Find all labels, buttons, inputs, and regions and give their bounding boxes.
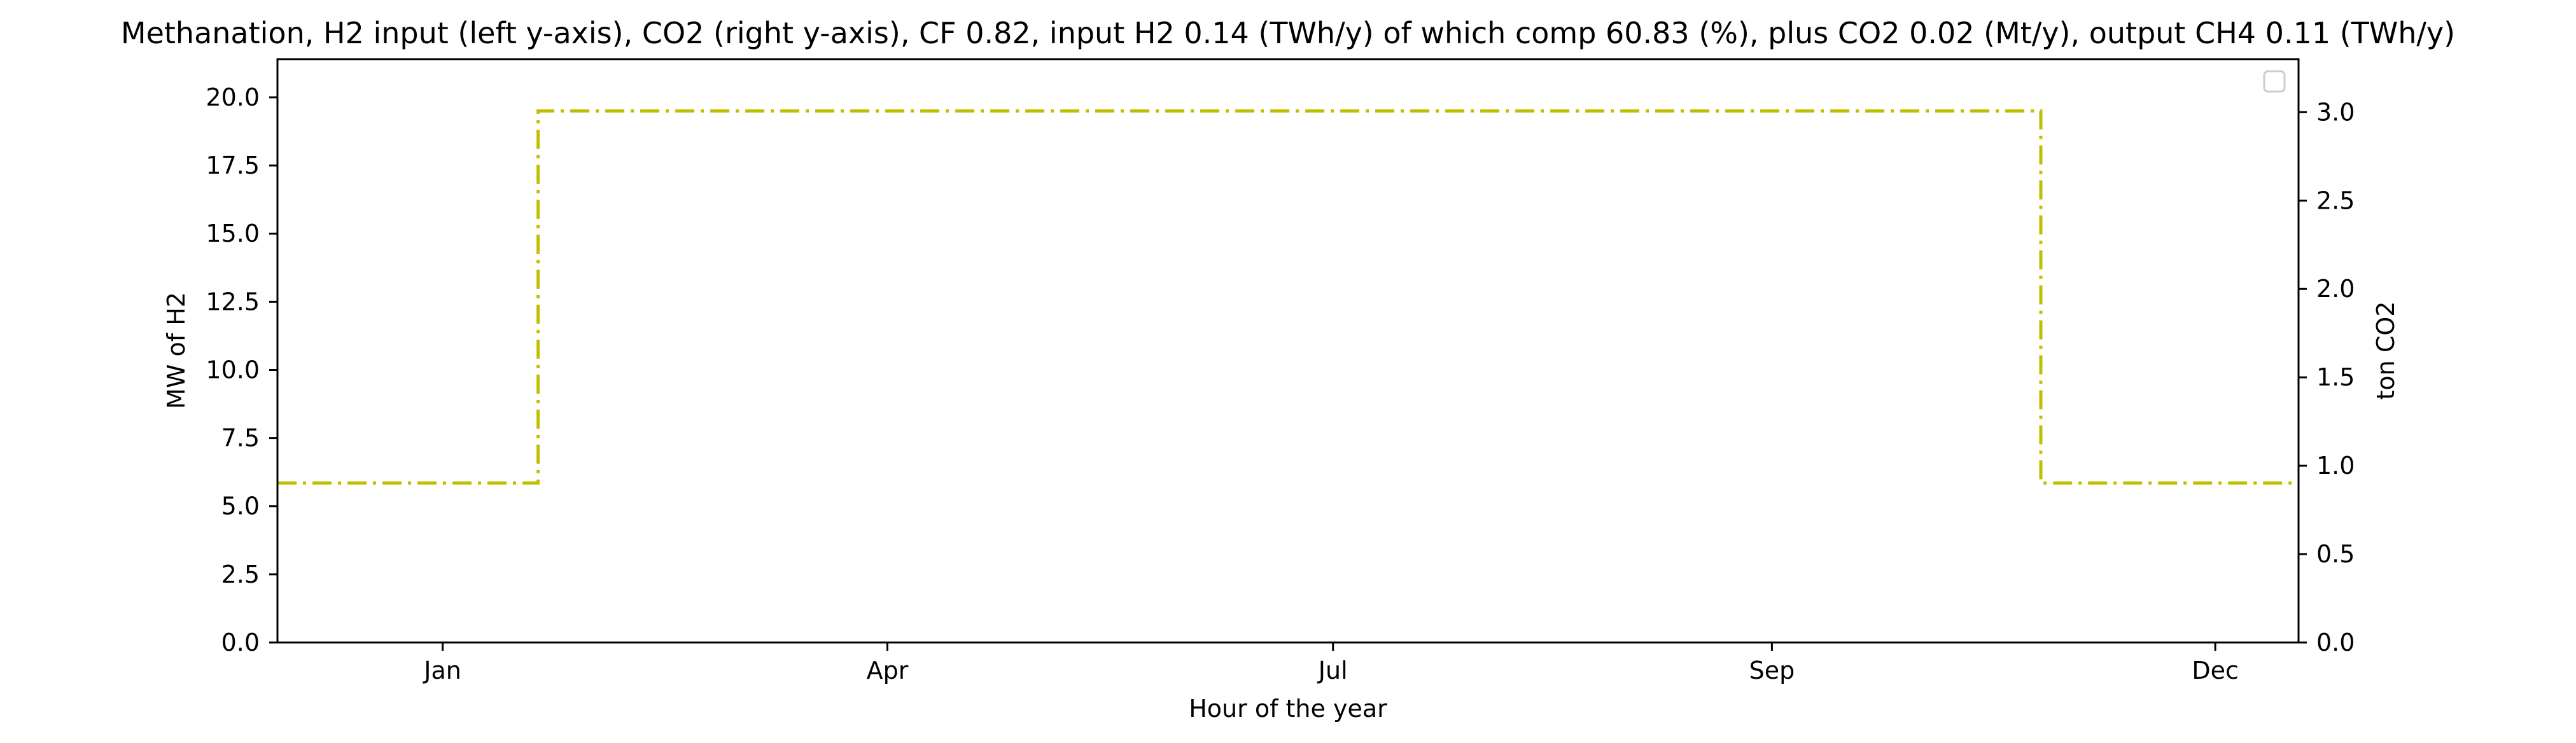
legend-box[interactable] [2263, 70, 2286, 93]
y-left-tick-label-3: 7.5 [221, 424, 260, 452]
series-layer [277, 109, 2299, 485]
right-y-axis-ticks: 0.0 0.5 1.0 1.5 2.0 2.5 3.0 [2299, 98, 2355, 656]
y-left-tick-label-0: 0.0 [221, 628, 260, 656]
y-right-tick-label-2: 1.0 [2316, 452, 2355, 480]
y-left-tick-label-4: 10.0 [206, 356, 260, 384]
series-line-0 [277, 109, 2299, 485]
x-tick-label-3: Sep [1749, 656, 1795, 684]
y-right-tick-label-0: 0.0 [2316, 628, 2355, 656]
y-right-tick-label-5: 2.5 [2316, 186, 2355, 214]
y-left-tick-label-6: 15.0 [206, 219, 260, 247]
y-left-tick-label-8: 20.0 [206, 83, 260, 111]
x-tick-label-0: Jan [423, 656, 461, 684]
y-axis-left-title: MW of H2 [162, 292, 190, 409]
y-left-tick-label-7: 17.5 [206, 151, 260, 179]
y-right-tick-label-4: 2.0 [2316, 275, 2355, 303]
chart-title: Methanation, H2 input (left y-axis), CO2… [121, 16, 2455, 50]
x-tick-label-4: Dec [2192, 656, 2239, 684]
x-axis-title: Hour of the year [1189, 695, 1387, 723]
left-y-axis-ticks: 0.0 2.5 5.0 7.5 10.0 12.5 15.0 17.5 20.0 [206, 83, 277, 656]
plot-frame [276, 58, 2300, 644]
y-left-tick-label-5: 12.5 [206, 288, 260, 316]
x-axis-ticks: Jan Apr Jul Sep Dec [423, 642, 2239, 684]
y-right-tick-label-6: 3.0 [2316, 98, 2355, 126]
x-tick-label-1: Apr [867, 656, 909, 684]
y-right-tick-label-3: 1.5 [2316, 363, 2355, 391]
y-left-tick-label-2: 5.0 [221, 492, 260, 520]
y-axis-right-title: ton CO2 [2372, 302, 2400, 400]
y-right-tick-label-1: 0.5 [2316, 540, 2355, 568]
y-left-tick-label-1: 2.5 [221, 560, 260, 588]
x-tick-label-2: Jul [1317, 656, 1348, 684]
